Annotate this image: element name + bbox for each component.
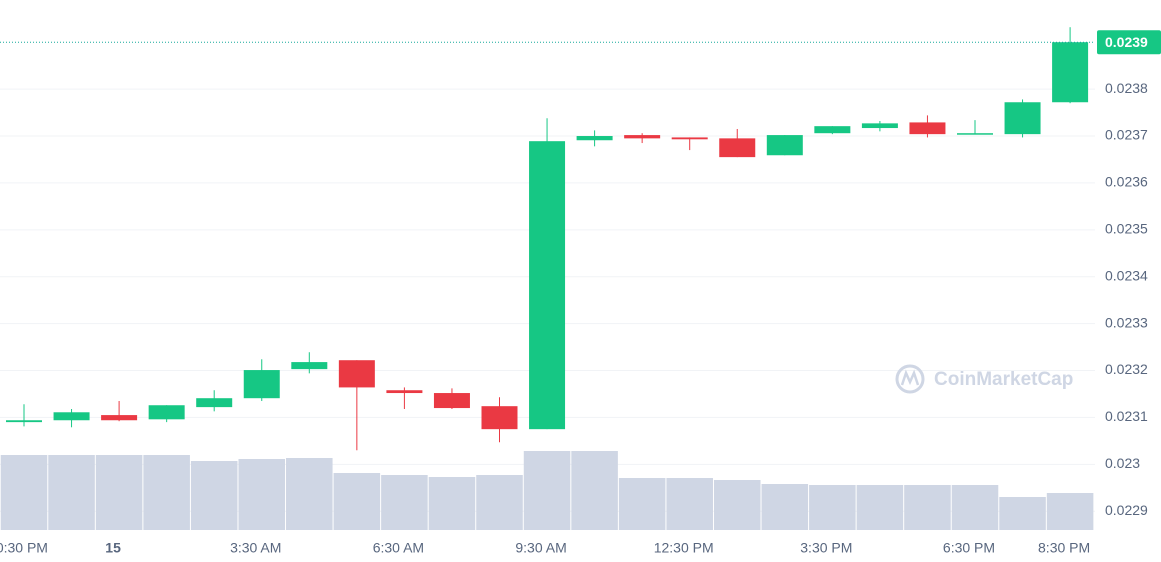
watermark: CoinMarketCap [895, 364, 1073, 394]
candle-body [576, 136, 613, 141]
x-tick-label: 6:30 AM [373, 540, 424, 556]
candle-body [101, 415, 138, 421]
candle-body [53, 412, 90, 421]
candle-body [386, 390, 423, 394]
watermark-text: CoinMarketCap [934, 369, 1073, 390]
volume-bar [999, 497, 1046, 530]
candle-body [291, 362, 328, 370]
y-tick-label: 0.0238 [1105, 80, 1148, 96]
x-tick-label: 10:30 PM [0, 540, 48, 556]
volume-bar [143, 455, 190, 530]
y-tick-label: 0.0231 [1105, 408, 1148, 424]
volume-bar [476, 475, 523, 530]
last-price-label: 0.0239 [1105, 34, 1148, 50]
volume-bar [904, 485, 951, 530]
candle-body [766, 135, 803, 156]
volume-bar [856, 485, 904, 530]
volume-bar [428, 477, 476, 530]
volume-bar [523, 451, 571, 530]
volume-bar [95, 455, 143, 530]
volume-bar [761, 484, 809, 530]
volume-bar [286, 458, 333, 530]
candle-body [957, 133, 993, 135]
x-tick-label: 12:30 PM [654, 540, 714, 556]
x-tick-label: 6:30 PM [943, 540, 995, 556]
y-tick-label: 0.0236 [1105, 174, 1148, 190]
volume-bar [809, 485, 856, 530]
x-axis: 10:30 PM 15 3:30 AM 6:30 AM 9:30 AM 12:30 PM 3… [0, 540, 1090, 556]
volume-bar [618, 478, 666, 530]
x-tick-label: 3:30 AM [230, 540, 281, 556]
volume-bar [1046, 493, 1094, 530]
last-price-badge [1097, 30, 1161, 55]
candle-body [433, 393, 470, 409]
candle-body [861, 123, 898, 129]
y-tick-label: 0.0237 [1105, 127, 1148, 143]
candle-body [1004, 102, 1041, 135]
volume-bar [238, 459, 286, 530]
x-tick-label: 3:30 PM [800, 540, 852, 556]
volume-bar [951, 485, 999, 530]
y-axis: 0.0229 0.023 0.0231 0.0232 0.0233 0.0234 0.023… [1097, 30, 1161, 518]
y-tick-label: 0.0234 [1105, 267, 1148, 283]
volume-bar [713, 480, 761, 530]
volume-bar [48, 455, 95, 530]
candle-body [624, 135, 661, 139]
watermark-logo [895, 364, 925, 394]
x-tick-label: 15 [105, 540, 121, 556]
candle-body [6, 420, 42, 423]
y-tick-label: 0.0235 [1105, 221, 1148, 237]
y-tick-label: 0.0229 [1105, 502, 1148, 518]
candle-body [909, 122, 946, 135]
volume-bar [190, 461, 238, 530]
candle-body [671, 137, 708, 140]
y-tick-label: 0.0233 [1105, 314, 1148, 330]
volume-bar [0, 455, 48, 530]
candle-body [338, 360, 375, 388]
volume-bars [0, 451, 1094, 530]
candle-body [196, 398, 233, 408]
volume-bar [666, 478, 713, 530]
volume-bar [571, 451, 618, 530]
x-tick-label: 8:30 PM [1038, 540, 1090, 556]
volume-bar [381, 475, 428, 530]
candle-body [243, 370, 280, 399]
candles [0, 27, 1095, 451]
candle-body [529, 141, 566, 430]
candle-body [481, 406, 518, 430]
volume-bar [333, 473, 381, 530]
candle-body [719, 138, 756, 158]
candle-body [148, 405, 185, 420]
y-tick-label: 0.023 [1105, 455, 1140, 471]
y-tick-label: 0.0232 [1105, 361, 1148, 377]
candle-body [814, 126, 851, 134]
candle-body [1052, 42, 1089, 103]
x-tick-label: 9:30 AM [515, 540, 566, 556]
watermark-logo-mark [900, 369, 920, 386]
